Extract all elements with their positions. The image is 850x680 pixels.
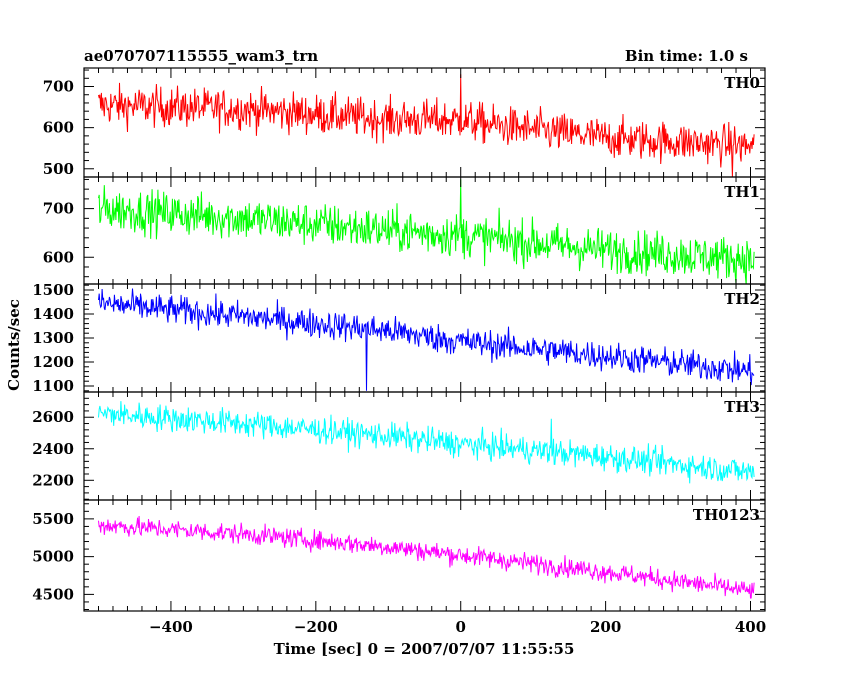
y-tick-label: 500 <box>43 160 74 178</box>
x-tick-label: 400 <box>735 618 766 636</box>
panel-label-th2: TH2 <box>724 290 760 308</box>
series-line-th0123 <box>98 515 755 599</box>
panel-th2: 1100 1200 1300 1400 1500 TH2 <box>32 281 766 395</box>
y-tick-label: 700 <box>43 200 74 218</box>
panel-th0: 500 600 700 TH0 <box>43 67 766 178</box>
x-axis-label: Time [sec] 0 = 2007/07/07 11:55:55 <box>274 640 575 658</box>
y-tick-label: 1300 <box>32 329 74 347</box>
panel-th3: 2200 2400 2600 TH3 <box>32 391 766 501</box>
panel-th1: 600 700 TH1 <box>43 176 766 285</box>
y-tick-label: 600 <box>43 248 74 266</box>
x-tick-label: 0 <box>456 618 466 636</box>
y-tick-label: 5500 <box>32 510 74 528</box>
x-tick-label: 200 <box>590 618 621 636</box>
panel-frame <box>83 499 766 612</box>
panels-group: 500 600 700 TH0 600 700 TH1 1100 1200 1300 1400 150… <box>32 67 766 636</box>
series-line-th1 <box>98 179 755 284</box>
panel-label-th0123: TH0123 <box>693 506 760 524</box>
y-tick-label: 2400 <box>32 440 74 458</box>
bin-time-label: Bin time: 1.0 s <box>625 47 748 65</box>
series-line-th2 <box>98 288 755 391</box>
y-tick-label: 2200 <box>32 471 74 489</box>
panel-frame <box>83 283 766 393</box>
y-tick-label: 600 <box>43 119 74 137</box>
panel-label-th0: TH0 <box>724 74 760 92</box>
chart-title: ae070707115555_wam3_trn <box>84 47 318 65</box>
y-tick-label: 1400 <box>32 305 74 323</box>
x-axis: −400 −200 0 200 400 <box>149 618 766 636</box>
series-line-th0 <box>98 74 755 177</box>
panel-frame <box>83 391 766 501</box>
y-tick-label: 4500 <box>32 585 74 603</box>
panel-th0123: 4500 5000 5500 TH0123 <box>32 499 766 612</box>
y-tick-label: 5000 <box>32 548 74 566</box>
panel-label-th3: TH3 <box>724 398 760 416</box>
series-line-th3 <box>98 401 755 484</box>
y-tick-label: 1100 <box>32 377 74 395</box>
y-tick-label: 1500 <box>32 281 74 299</box>
panel-label-th1: TH1 <box>724 183 760 201</box>
x-tick-label: −400 <box>149 618 193 636</box>
y-tick-label: 1200 <box>32 353 74 371</box>
y-axis-label: Counts/sec <box>5 299 23 391</box>
y-tick-label: 2600 <box>32 408 74 426</box>
y-tick-label: 700 <box>43 78 74 96</box>
x-tick-label: −200 <box>294 618 338 636</box>
